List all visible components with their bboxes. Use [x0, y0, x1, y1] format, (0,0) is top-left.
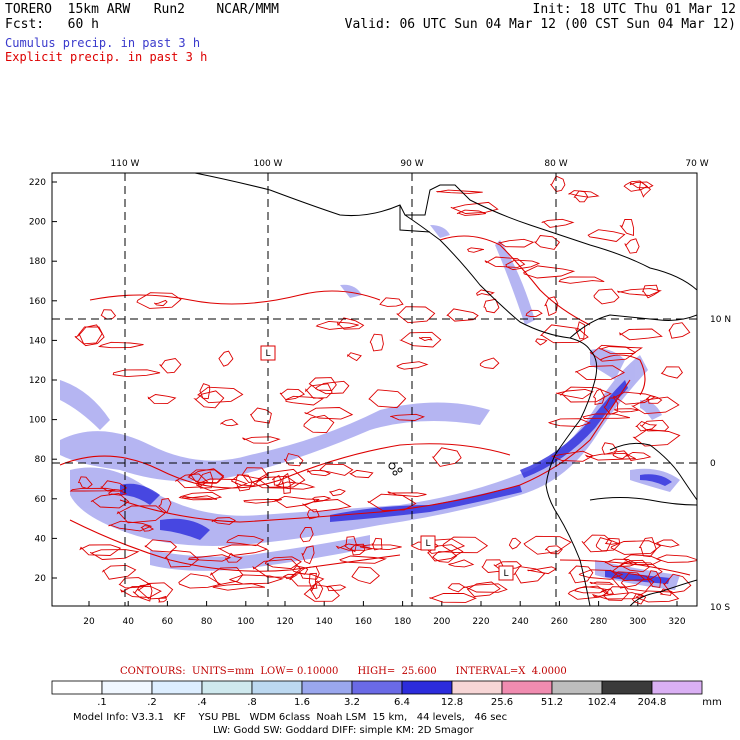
- lon-label: 100 W: [254, 159, 283, 169]
- colorbar: .1 .2 .4 .8 1.6 3.2 6.4 12.8 25.6 51.2 102.4 204.8 m…: [51, 680, 722, 708]
- x-tick-label: 120: [276, 617, 293, 627]
- x-tick-label: 40: [122, 617, 134, 627]
- colorbar-swatch: [451, 680, 503, 695]
- x-tick-label: 320: [668, 617, 685, 627]
- y-tick-label: 60: [35, 495, 47, 505]
- y-tick-label: 100: [29, 416, 46, 426]
- y-tick-label: 80: [35, 455, 47, 465]
- model-title: TORERO 15km ARW Run2 NCAR/MMM: [5, 2, 279, 17]
- svg-text:L: L: [265, 349, 270, 359]
- lon-label: 90 W: [400, 159, 423, 169]
- legend-cumulus: Cumulus precip. in past 3 h: [5, 36, 201, 50]
- valid-time: Valid: 06 UTC Sun 04 Mar 12 (00 CST Sun …: [344, 17, 736, 32]
- colorbar-label: 51.2: [541, 697, 563, 708]
- contours-info: CONTOURS: UNITS=mm LOW= 0.10000 HIGH= 25…: [120, 666, 567, 677]
- colorbar-label: 1.6: [294, 697, 310, 708]
- svg-text:L: L: [503, 569, 508, 579]
- lat-label: 0: [710, 459, 716, 469]
- colorbar-swatch: [201, 680, 253, 695]
- model-info: Model Info: V3.3.1 KF YSU PBL WDM 6class…: [73, 712, 508, 723]
- colorbar-label: .1: [97, 697, 107, 708]
- x-tick-label: 140: [316, 617, 333, 627]
- x-tick-label: 20: [83, 617, 95, 627]
- colorbar-swatch: [401, 680, 453, 695]
- colorbar-label: .8: [247, 697, 257, 708]
- colorbar-label: 6.4: [394, 697, 410, 708]
- x-tick-label: 240: [512, 617, 529, 627]
- colorbar-swatch: [301, 680, 353, 695]
- lat-lon-gridlines: [52, 173, 697, 606]
- cumulus-precip-core: [120, 380, 672, 584]
- x-tick-label: 60: [162, 617, 174, 627]
- y-tick-label: 140: [29, 336, 46, 346]
- colorbar-label: .2: [147, 697, 157, 708]
- x-tick-label: 80: [201, 617, 213, 627]
- y-tick-label: 220: [29, 178, 46, 188]
- y-tick-label: 40: [35, 534, 47, 544]
- x-tick-label: 260: [551, 617, 568, 627]
- x-tick-label: 280: [590, 617, 607, 627]
- y-tick-label: 160: [29, 297, 46, 307]
- x-tick-label: 100: [237, 617, 254, 627]
- colorbar-swatch: [151, 680, 203, 695]
- colorbar-label: 25.6: [491, 697, 513, 708]
- lat-label: 10 N: [710, 315, 731, 325]
- low-marker: L: [498, 565, 514, 581]
- colorbar-swatch: [551, 680, 603, 695]
- colorbar-swatch: [251, 680, 303, 695]
- colorbar-swatch: [351, 680, 403, 695]
- galapagos-islands: [388, 462, 403, 476]
- lon-label: 110 W: [111, 159, 140, 169]
- y-tick-label: 180: [29, 257, 46, 267]
- low-marker: L: [260, 345, 276, 361]
- colorbar-label: 204.8: [638, 697, 667, 708]
- colorbar-swatch: [501, 680, 553, 695]
- colorbar-label: 12.8: [441, 697, 463, 708]
- y-tick-label: 200: [29, 218, 46, 228]
- colorbar-swatch: [101, 680, 153, 695]
- svg-text:L: L: [425, 539, 430, 549]
- forecast-hour: Fcst: 60 h: [5, 17, 99, 32]
- x-tick-label: 200: [433, 617, 450, 627]
- colorbar-label: .4: [197, 697, 207, 708]
- colorbar-swatch: [601, 680, 653, 695]
- colorbar-label: 102.4: [588, 697, 617, 708]
- cumulus-precip-shading: [60, 225, 680, 590]
- low-marker: L: [420, 535, 436, 551]
- y-tick-label: 20: [35, 574, 47, 584]
- coastlines: [194, 173, 697, 606]
- x-tick-label: 160: [355, 617, 372, 627]
- lat-label: 10 S: [710, 603, 730, 613]
- y-tick-label: 120: [29, 376, 46, 386]
- map-frame: [51, 172, 698, 607]
- model-physics: LW: Godd SW: Goddard DIFF: simple KM: 2D…: [213, 725, 474, 736]
- colorbar-swatch: [651, 680, 703, 695]
- x-tick-label: 180: [394, 617, 411, 627]
- colorbar-swatch: [51, 680, 103, 695]
- explicit-precip-contours: [59, 175, 697, 605]
- x-tick-label: 220: [472, 617, 489, 627]
- lon-label: 70 W: [685, 159, 708, 169]
- x-tick-label: 300: [629, 617, 646, 627]
- init-time: Init: 18 UTC Thu 01 Mar 12: [532, 2, 737, 17]
- colorbar-label: 3.2: [344, 697, 360, 708]
- colorbar-units: mm: [702, 697, 721, 708]
- lon-label: 80 W: [544, 159, 567, 169]
- legend-explicit: Explicit precip. in past 3 h: [5, 50, 208, 64]
